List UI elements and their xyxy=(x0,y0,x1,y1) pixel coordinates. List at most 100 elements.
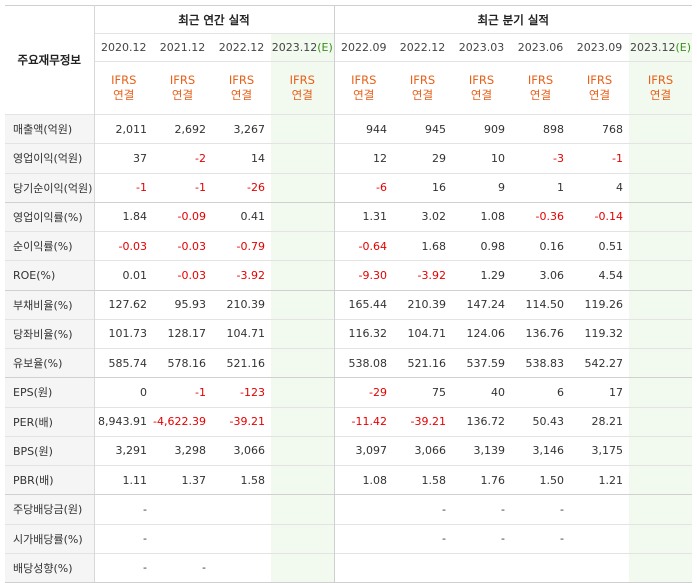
value-cell xyxy=(629,377,692,407)
table-row: 유보율(%) 585.74 578.16 521.16 538.08 521.16 537.… xyxy=(5,347,692,378)
consolidated-label: 연결 xyxy=(470,88,493,102)
value-cell xyxy=(271,523,334,554)
period-header: 2020.12 xyxy=(94,33,153,62)
value-cell: 75 xyxy=(393,377,452,407)
value-cell: - xyxy=(94,523,153,554)
value-cell: 944 xyxy=(333,113,393,144)
value-cell: -1 xyxy=(153,172,212,203)
consolidated-label: 연결 xyxy=(113,88,135,102)
value-cell: -0.36 xyxy=(511,201,570,232)
value-cell xyxy=(629,552,692,583)
value-cell: 101.73 xyxy=(94,318,153,349)
value-cell: -39.21 xyxy=(212,406,271,437)
row-label: PER(배) xyxy=(5,406,95,437)
value-cell xyxy=(629,113,692,144)
value-cell xyxy=(629,464,692,495)
table-row: EPS(원) 0 -1 -123 -29 75 40 6 17 xyxy=(5,377,692,407)
ifrs-header-row: IFRS 연결 IFRS 연결 IFRS 연결 IFRS 연결 IFRS 연결 IFRS 연결 IFRS… xyxy=(5,61,692,115)
value-cell: 578.16 xyxy=(153,347,212,378)
value-cell: 16 xyxy=(393,172,452,203)
value-cell: 210.39 xyxy=(212,289,271,320)
value-cell: 1.84 xyxy=(94,201,153,232)
value-cell: 124.06 xyxy=(452,318,511,349)
value-cell: -39.21 xyxy=(393,406,452,437)
value-cell: 1.58 xyxy=(212,464,271,495)
period-header-row: 2020.12 2021.12 2022.12 2023.12(E) 2022.09 20… xyxy=(5,33,692,62)
table-row: 당좌비율(%) 101.73 128.17 104.71 116.32 104.71 124… xyxy=(5,318,692,349)
row-label: 시가배당률(%) xyxy=(5,523,95,554)
value-cell: 128.17 xyxy=(153,318,212,349)
consolidated-label: 연결 xyxy=(353,88,375,102)
value-cell: - xyxy=(393,494,452,524)
value-cell: - xyxy=(511,494,570,524)
value-cell: 3,097 xyxy=(333,435,393,466)
period-header: 2023.06 xyxy=(511,33,570,62)
value-cell: 9 xyxy=(452,172,511,203)
value-cell xyxy=(570,552,629,583)
table-row: BPS(원) 3,291 3,298 3,066 3,097 3,066 3,139 3,14… xyxy=(5,435,692,466)
row-label: EPS(원) xyxy=(5,377,95,407)
value-cell xyxy=(271,347,334,378)
value-cell: 29 xyxy=(393,143,452,173)
ifrs-label: IFRS xyxy=(111,73,137,87)
value-cell: 50.43 xyxy=(511,406,570,437)
value-cell: 95.93 xyxy=(153,289,212,320)
value-cell: - xyxy=(452,494,511,524)
consolidated-label: 연결 xyxy=(588,88,611,102)
period-label: 2022.12 xyxy=(218,41,265,54)
value-cell: -4,622.39 xyxy=(153,406,212,437)
period-label: 2023.12 xyxy=(271,41,318,54)
accounting-standard-header: IFRS 연결 xyxy=(452,61,511,115)
value-cell xyxy=(333,523,393,554)
accounting-standard-header: IFRS 연결 xyxy=(271,61,334,115)
value-cell xyxy=(629,172,692,203)
period-label: 2022.09 xyxy=(341,41,387,54)
value-cell xyxy=(629,347,692,378)
value-cell: 538.83 xyxy=(511,347,570,378)
period-label: 2023.03 xyxy=(458,41,505,54)
value-cell: -26 xyxy=(212,172,271,203)
value-cell: 1.29 xyxy=(452,260,511,290)
value-cell: 1.58 xyxy=(393,464,452,495)
value-cell: 768 xyxy=(570,113,629,144)
estimate-mark: (E) xyxy=(675,41,692,54)
ifrs-label: IFRS xyxy=(351,73,377,87)
value-cell: 3,267 xyxy=(212,113,271,144)
row-label: 유보율(%) xyxy=(5,347,95,378)
estimate-period-header: 2023.12(E) xyxy=(271,33,334,62)
value-cell: 0 xyxy=(94,377,153,407)
value-cell xyxy=(271,494,334,524)
value-cell: -0.64 xyxy=(333,230,393,261)
financial-rows: 매출액(억원) 2,011 2,692 3,267 944 945 909 898 768 영업이… xyxy=(5,113,692,583)
value-cell: 542.27 xyxy=(570,347,629,378)
value-cell: 0.51 xyxy=(570,230,629,261)
value-cell: 17 xyxy=(570,377,629,407)
value-cell xyxy=(333,494,393,524)
period-header: 2022.09 xyxy=(333,33,393,62)
value-cell xyxy=(629,289,692,320)
value-cell: 521.16 xyxy=(393,347,452,378)
value-cell xyxy=(271,406,334,437)
value-cell xyxy=(629,523,692,554)
table-row: 영업이익(억원) 37 -2 14 12 29 10 -3 -1 xyxy=(5,143,692,173)
value-cell: 0.98 xyxy=(452,230,511,261)
accounting-standard-header: IFRS 연결 xyxy=(333,61,393,115)
row-label: 당좌비율(%) xyxy=(5,318,95,349)
row-label: ROE(%) xyxy=(5,260,95,290)
value-cell: 40 xyxy=(452,377,511,407)
value-cell: 1.50 xyxy=(511,464,570,495)
row-label: 영업이익률(%) xyxy=(5,201,95,232)
value-cell: 28.21 xyxy=(570,406,629,437)
ifrs-label: IFRS xyxy=(647,73,674,87)
value-cell: - xyxy=(452,523,511,554)
value-cell: 12 xyxy=(333,143,393,173)
value-cell xyxy=(629,230,692,261)
value-cell: 585.74 xyxy=(94,347,153,378)
value-cell: -0.03 xyxy=(153,260,212,290)
period-label: 2022.12 xyxy=(399,41,446,54)
value-cell: 1.37 xyxy=(153,464,212,495)
estimate-period-header: 2023.12(E) xyxy=(629,33,692,62)
period-header: 2023.09 xyxy=(570,33,629,62)
period-header: 2023.03 xyxy=(452,33,511,62)
value-cell: 3.06 xyxy=(511,260,570,290)
